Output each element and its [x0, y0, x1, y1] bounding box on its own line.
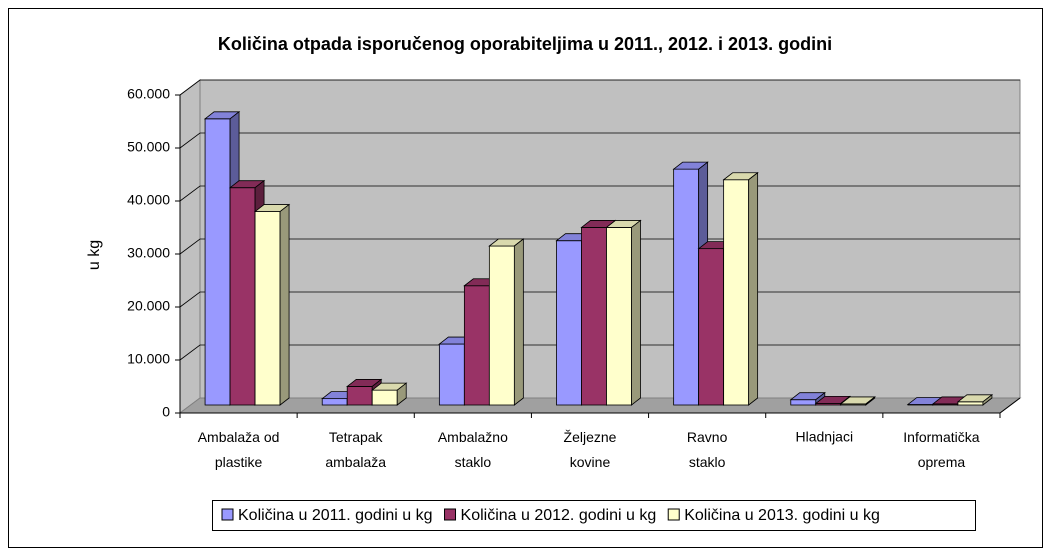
- x-tick-label: Željezne kovine: [564, 429, 617, 470]
- bar-front: [254, 211, 281, 406]
- x-tick-label: Ravno staklo: [687, 429, 728, 470]
- bar-front: [581, 227, 607, 406]
- y-tick-label: 50.000: [127, 139, 170, 155]
- bar-side: [982, 394, 993, 406]
- bar-side: [396, 382, 407, 406]
- y-tick-label: 30.000: [127, 245, 170, 261]
- y-tick-label: 40.000: [127, 192, 170, 208]
- bar-front: [673, 168, 700, 406]
- bar-front: [723, 179, 750, 406]
- legend-label: Količina u 2012. godini u kg: [461, 507, 657, 524]
- y-tick-label: 10.000: [127, 351, 170, 367]
- grid-line: [179, 79, 1020, 96]
- y-tick-label: 20.000: [127, 298, 170, 314]
- legend-swatch: [667, 508, 680, 521]
- bar-front: [556, 240, 582, 406]
- legend-swatch: [221, 508, 234, 521]
- bar-side: [279, 203, 290, 406]
- legend-box: [212, 500, 976, 531]
- bar-front: [204, 118, 231, 406]
- bar-side: [513, 238, 524, 406]
- bar-front: [321, 398, 348, 406]
- bar-front: [346, 386, 373, 406]
- legend: Količina u 2011. godini u kg Količina u 2…: [212, 500, 976, 531]
- y-tick-label: 0: [162, 404, 170, 420]
- x-tick-label: Ambalaža od plastike: [198, 429, 280, 470]
- bar-front: [229, 187, 256, 406]
- bar-side: [865, 396, 876, 406]
- y-axis-label: u kg: [86, 240, 103, 270]
- bar-front: [957, 401, 984, 406]
- bar-front: [698, 248, 725, 406]
- legend-label: Količina u 2011. godini u kg: [238, 507, 433, 524]
- bar-front: [488, 245, 515, 406]
- bar-front: [463, 285, 490, 406]
- bar-front: [438, 343, 465, 406]
- legend-swatch: [444, 508, 457, 521]
- x-tick-label: Ambalažno staklo: [438, 429, 508, 470]
- x-tick-label: Tetrapak ambalaža: [325, 429, 386, 470]
- x-tick-label: Informatička oprema: [903, 429, 979, 470]
- y-tick-label: 60.000: [127, 86, 170, 102]
- chart-title: Količina otpada isporučenog oporabitelji…: [218, 34, 832, 54]
- bar-front: [790, 399, 817, 406]
- x-tick-label: Hladnjaci: [795, 429, 853, 445]
- bar-front: [606, 227, 632, 406]
- bar-side: [748, 171, 759, 406]
- legend-label: Količina u 2013. godini u kg: [684, 507, 880, 524]
- grid-line: [179, 132, 1020, 149]
- bar-front: [371, 389, 398, 406]
- bar-side: [631, 219, 641, 406]
